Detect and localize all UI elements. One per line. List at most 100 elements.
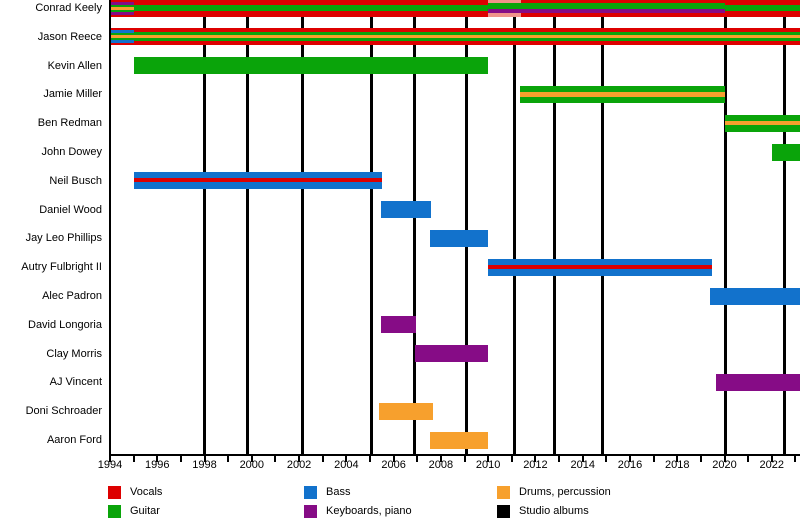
bar-stripe-drums bbox=[111, 35, 134, 39]
album-release-line bbox=[552, 0, 556, 456]
album-release-line bbox=[465, 0, 469, 456]
member-name-label: Jason Reece bbox=[37, 30, 102, 43]
bar-stripe-guitar bbox=[111, 33, 134, 36]
year-tick bbox=[250, 456, 253, 462]
legend-swatch-keyboards bbox=[304, 505, 317, 518]
timeline-bar-segment bbox=[488, 0, 522, 17]
timeline-bar-segment bbox=[430, 431, 489, 449]
bar-stripe-bass bbox=[133, 182, 382, 190]
legend-label: Guitar bbox=[130, 505, 160, 517]
bar-stripe-vocals bbox=[488, 264, 712, 269]
bar-stripe-guitar bbox=[488, 2, 522, 9]
bar-stripe-guitar bbox=[520, 96, 725, 103]
bar-stripe-keyboards bbox=[521, 8, 725, 13]
year-tick bbox=[510, 456, 513, 462]
year-tick bbox=[392, 456, 395, 462]
legend-label: Keyboards, piano bbox=[326, 505, 412, 517]
year-tick bbox=[794, 456, 797, 462]
bar-stripe-guitar bbox=[724, 125, 800, 132]
legend-swatch-bass bbox=[304, 486, 317, 499]
bar-stripe-bass bbox=[111, 30, 134, 34]
bar-stripe-bass bbox=[380, 201, 432, 219]
legend-swatch-guitar bbox=[108, 505, 121, 518]
member-name-label: AJ Vincent bbox=[49, 376, 102, 389]
bar-stripe-bass bbox=[133, 172, 382, 179]
member-name-label: Neil Busch bbox=[49, 174, 102, 187]
year-tick bbox=[699, 456, 702, 462]
year-tick-label: 1998 bbox=[192, 459, 217, 471]
bar-stripe-vocals bbox=[521, 12, 725, 17]
timeline-bar-segment bbox=[430, 229, 489, 247]
year-tick-label: 2014 bbox=[570, 459, 595, 471]
legend-swatch-albums bbox=[497, 505, 510, 518]
year-tick-label: 1994 bbox=[97, 459, 123, 471]
bar-stripe-guitar bbox=[133, 57, 489, 75]
bar-stripe-guitar bbox=[520, 85, 725, 93]
year-tick-label: 2008 bbox=[428, 459, 454, 471]
bar-stripe-keyboards bbox=[380, 316, 417, 334]
year-tick bbox=[274, 456, 277, 462]
year-tick bbox=[770, 456, 773, 462]
bar-stripe-drums bbox=[430, 431, 489, 449]
timeline-bar-segment bbox=[716, 373, 800, 391]
year-tick bbox=[109, 456, 111, 462]
year-tick bbox=[676, 456, 679, 462]
year-tick bbox=[605, 456, 608, 462]
timeline-bar-segment bbox=[520, 85, 725, 103]
year-tick bbox=[581, 456, 584, 462]
album-release-line bbox=[724, 0, 728, 456]
year-tick bbox=[652, 456, 655, 462]
member-name-label: Jamie Miller bbox=[43, 88, 102, 101]
member-name-label: Jay Leo Phillips bbox=[25, 232, 102, 245]
member-name-label: Autry Fulbright II bbox=[21, 261, 102, 274]
year-tick bbox=[534, 456, 537, 462]
album-release-line bbox=[301, 0, 305, 456]
legend-label: Drums, percussion bbox=[519, 486, 611, 498]
bar-stripe-guitar bbox=[521, 2, 725, 9]
member-name-label: Alec Padron bbox=[42, 290, 102, 302]
bar-stripe-guitar bbox=[133, 32, 800, 36]
year-tick bbox=[487, 456, 490, 462]
bar-stripe-keyboards bbox=[414, 345, 489, 363]
bar-stripe-vocals_light bbox=[488, 0, 522, 3]
year-tick bbox=[345, 456, 348, 462]
bar-stripe-drums bbox=[520, 92, 725, 97]
legend-swatch-vocals bbox=[108, 486, 121, 499]
bar-stripe-vocals bbox=[111, 43, 134, 46]
year-tick-label: 2016 bbox=[617, 459, 643, 471]
bar-stripe-vocals bbox=[133, 0, 489, 5]
bar-stripe-keyboards bbox=[716, 373, 800, 391]
timeline-bar-segment bbox=[710, 287, 800, 305]
bar-stripe-guitar bbox=[111, 4, 134, 7]
member-name-label: Conrad Keely bbox=[35, 2, 102, 14]
member-name-label: David Longoria bbox=[28, 318, 102, 331]
year-tick-label: 2022 bbox=[759, 459, 785, 471]
timeline-bar-segment bbox=[414, 345, 489, 363]
year-tick bbox=[628, 456, 631, 462]
bar-stripe-bass bbox=[488, 268, 712, 276]
bar-stripe-bass bbox=[710, 287, 800, 305]
year-tick-label: 2006 bbox=[381, 459, 406, 471]
legend-label: Bass bbox=[326, 486, 351, 498]
timeline-bar-segment bbox=[133, 57, 489, 75]
bar-stripe-guitar bbox=[133, 38, 800, 42]
member-name-label: John Dowey bbox=[41, 146, 102, 158]
year-tick-label: 1996 bbox=[145, 459, 170, 471]
timeline-bar-segment bbox=[133, 172, 382, 190]
timeline-bar-segment bbox=[111, 0, 134, 17]
year-tick bbox=[298, 456, 301, 462]
member-name-label: Ben Redman bbox=[37, 117, 102, 130]
timeline-bar-segment bbox=[724, 114, 800, 132]
bar-stripe-vocals bbox=[724, 0, 800, 5]
bar-stripe-drums bbox=[379, 402, 433, 420]
member-name-label: Aaron Ford bbox=[46, 434, 102, 446]
bar-stripe-vocals bbox=[521, 0, 725, 3]
year-tick bbox=[747, 456, 750, 462]
timeline-bar-segment bbox=[521, 0, 725, 17]
legend-label: Vocals bbox=[130, 486, 163, 498]
bar-stripe-drums bbox=[133, 35, 800, 39]
album-release-line bbox=[413, 0, 417, 456]
year-tick bbox=[203, 456, 206, 462]
bar-stripe-bass bbox=[488, 258, 712, 265]
bar-stripe-guitar bbox=[133, 4, 489, 11]
